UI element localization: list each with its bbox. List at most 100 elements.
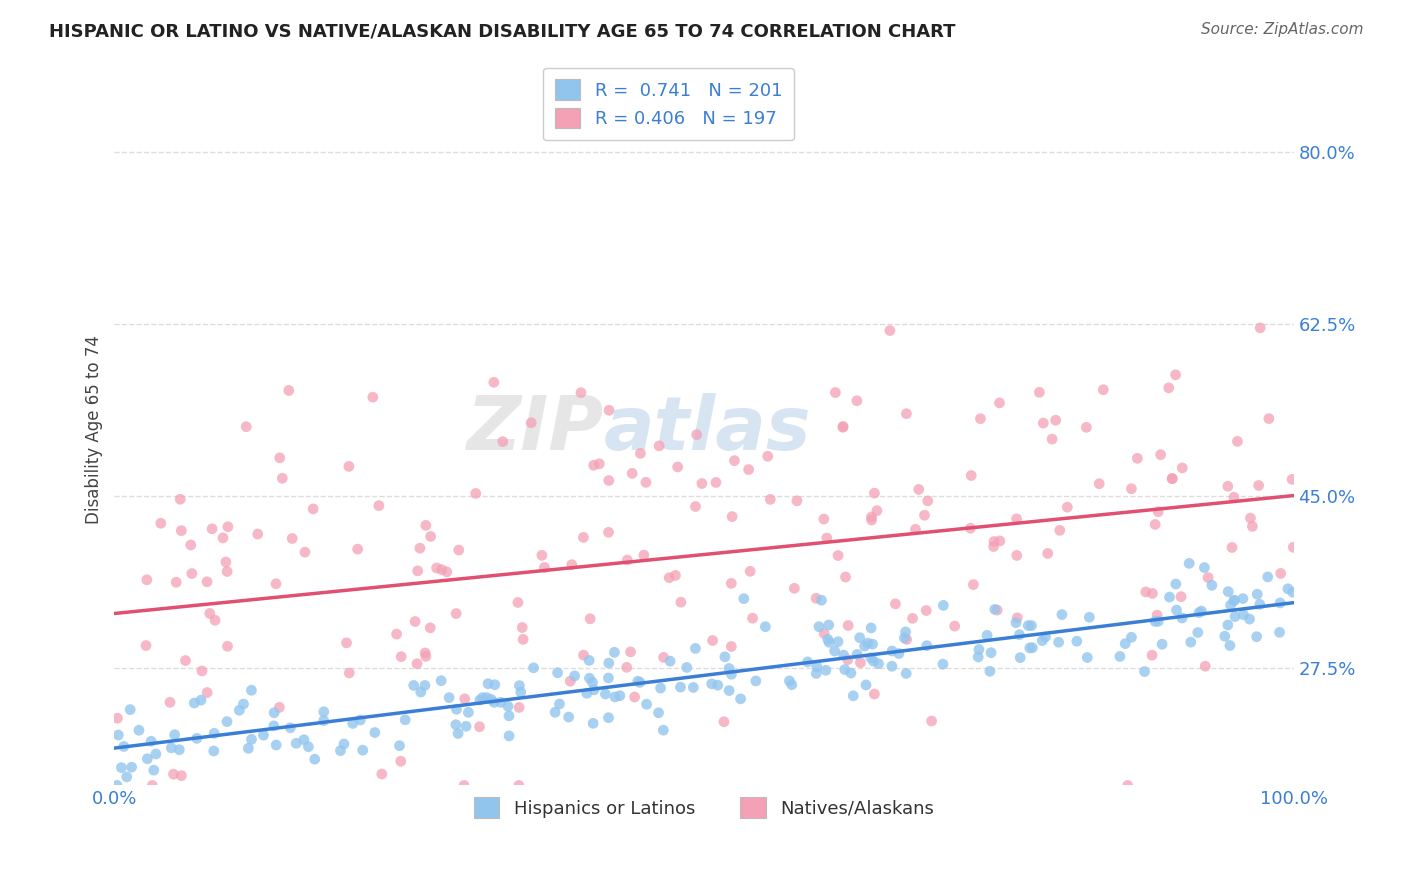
Point: [163, 728, 186, 742]
Point: [1114, 637, 1136, 651]
Point: [1109, 649, 1132, 664]
Point: [436, 565, 458, 579]
Point: [419, 529, 441, 543]
Point: [349, 713, 371, 727]
Point: [1281, 585, 1303, 599]
Point: [564, 669, 586, 683]
Text: ZIP: ZIP: [467, 392, 603, 466]
Point: [520, 416, 543, 430]
Point: [1078, 610, 1101, 624]
Point: [413, 646, 436, 660]
Point: [598, 671, 620, 685]
Point: [853, 639, 876, 653]
Point: [281, 532, 304, 546]
Point: [682, 681, 704, 695]
Point: [212, 531, 235, 545]
Point: [804, 591, 827, 606]
Point: [333, 737, 356, 751]
Point: [932, 599, 955, 613]
Point: [1017, 618, 1039, 632]
Point: [962, 577, 984, 591]
Point: [846, 648, 869, 662]
Point: [1223, 491, 1246, 505]
Point: [1216, 618, 1239, 632]
Point: [824, 385, 846, 400]
Point: [444, 717, 467, 731]
Point: [169, 742, 191, 756]
Point: [180, 538, 202, 552]
Point: [815, 531, 838, 545]
Point: [337, 665, 360, 680]
Point: [894, 624, 917, 639]
Point: [884, 597, 907, 611]
Point: [1076, 420, 1098, 434]
Point: [121, 760, 143, 774]
Point: [508, 679, 530, 693]
Point: [548, 697, 571, 711]
Point: [896, 632, 918, 647]
Point: [669, 680, 692, 694]
Point: [1045, 413, 1067, 427]
Point: [983, 540, 1005, 554]
Point: [932, 657, 955, 672]
Point: [960, 468, 983, 483]
Point: [364, 725, 387, 739]
Point: [389, 649, 412, 664]
Point: [346, 542, 368, 557]
Text: HISPANIC OR LATINO VS NATIVE/ALASKAN DISABILITY AGE 65 TO 74 CORRELATION CHART: HISPANIC OR LATINO VS NATIVE/ALASKAN DIS…: [49, 22, 956, 40]
Point: [1028, 385, 1050, 400]
Point: [547, 665, 569, 680]
Point: [887, 647, 910, 661]
Point: [191, 664, 214, 678]
Point: [754, 620, 776, 634]
Point: [827, 634, 849, 648]
Point: [482, 695, 505, 709]
Point: [1171, 461, 1194, 475]
Point: [1281, 472, 1303, 486]
Point: [636, 698, 658, 712]
Text: atlas: atlas: [603, 392, 811, 466]
Point: [302, 502, 325, 516]
Point: [228, 703, 250, 717]
Point: [269, 450, 291, 465]
Point: [572, 648, 595, 662]
Point: [1036, 546, 1059, 560]
Point: [367, 499, 389, 513]
Point: [149, 516, 172, 531]
Point: [1121, 630, 1143, 644]
Point: [263, 719, 285, 733]
Point: [1147, 615, 1170, 629]
Point: [598, 474, 620, 488]
Point: [810, 593, 832, 607]
Point: [402, 678, 425, 692]
Point: [180, 566, 202, 581]
Point: [419, 621, 441, 635]
Point: [979, 665, 1001, 679]
Point: [603, 690, 626, 704]
Point: [426, 561, 449, 575]
Point: [786, 493, 808, 508]
Point: [544, 706, 567, 720]
Point: [201, 522, 224, 536]
Point: [120, 703, 142, 717]
Point: [582, 716, 605, 731]
Point: [598, 403, 620, 417]
Point: [508, 779, 530, 793]
Point: [685, 641, 707, 656]
Point: [862, 637, 884, 651]
Point: [896, 407, 918, 421]
Point: [863, 486, 886, 500]
Point: [859, 650, 882, 665]
Point: [1241, 519, 1264, 533]
Point: [1008, 628, 1031, 642]
Point: [475, 690, 498, 705]
Point: [409, 541, 432, 556]
Point: [1257, 570, 1279, 584]
Point: [1142, 586, 1164, 600]
Point: [980, 646, 1002, 660]
Point: [1257, 411, 1279, 425]
Point: [1159, 590, 1181, 604]
Point: [1135, 585, 1157, 599]
Point: [860, 510, 883, 524]
Point: [404, 615, 426, 629]
